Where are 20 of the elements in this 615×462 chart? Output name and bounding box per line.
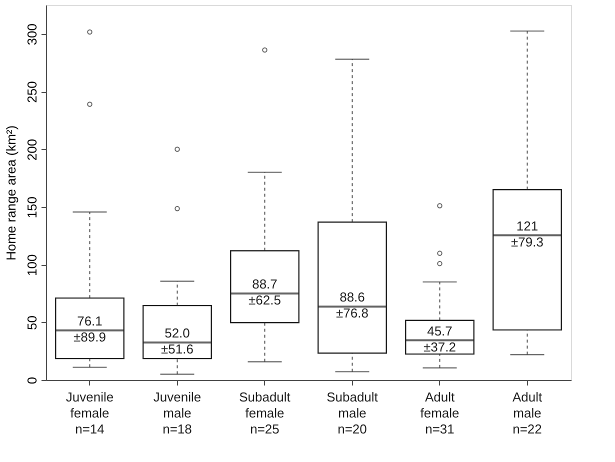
- text: 52.0 ±51.6: [161, 326, 194, 356]
- y-tick-label: 200: [24, 138, 40, 161]
- text: 76.1 ±89.9: [74, 313, 106, 344]
- y-tick-label: 150: [24, 196, 40, 218]
- text: 88.7 ±62.5: [248, 276, 281, 308]
- x-tick-label: Adult male n=22: [512, 390, 542, 436]
- x-tick-label: Subadult female n=25: [239, 390, 291, 436]
- y-tick-label: 300: [24, 23, 40, 46]
- x-tick-label: Juvenile female n=14: [66, 390, 114, 436]
- x-tick-label: Subadult male n=20: [326, 390, 378, 436]
- y-tick-label: 250: [24, 81, 40, 103]
- text: 121 ±79.3: [511, 218, 544, 250]
- y-tick-label: 0: [24, 376, 40, 384]
- x-tick-label: Juvenile male n=18: [153, 390, 202, 436]
- text: 45.7 ±37.2: [424, 323, 456, 354]
- y-tick-label: 50: [24, 316, 40, 330]
- text: 88.6 ±76.8: [336, 290, 368, 321]
- x-tick-label: Adult female n=31: [420, 390, 460, 436]
- y-axis-title: Home range area (km²): [4, 125, 18, 261]
- y-tick-label: 100: [24, 254, 40, 276]
